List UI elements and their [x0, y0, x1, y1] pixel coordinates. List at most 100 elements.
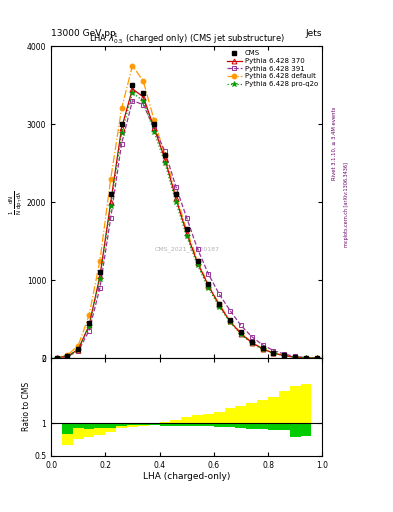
Pythia 6.428 default — [97, 258, 102, 264]
Legend: CMS, Pythia 6.428 370, Pythia 6.428 391, Pythia 6.428 default, Pythia 6.428 pro-: CMS, Pythia 6.428 370, Pythia 6.428 391,… — [224, 48, 321, 90]
Line: Pythia 6.428 391: Pythia 6.428 391 — [54, 98, 319, 360]
Bar — [235, 406, 246, 423]
Pythia 6.428 391 — [54, 355, 59, 361]
Bar — [62, 423, 73, 444]
Bar — [94, 423, 105, 435]
Pythia 6.428 391 — [97, 285, 102, 291]
Bar — [105, 423, 116, 428]
Pythia 6.428 370 — [271, 350, 276, 356]
Pythia 6.428 370 — [228, 318, 232, 325]
Pythia 6.428 pro-q2o — [314, 355, 319, 361]
Bar — [279, 391, 290, 423]
CMS — [97, 269, 102, 275]
Bar — [203, 414, 214, 423]
Pythia 6.428 370 — [304, 355, 309, 361]
Pythia 6.428 391 — [228, 308, 232, 314]
Pythia 6.428 370 — [152, 125, 156, 131]
Pythia 6.428 default — [152, 117, 156, 123]
Pythia 6.428 default — [76, 343, 81, 349]
Y-axis label: $\mathregular{\frac{1}{N}\,\frac{dN}{dp_T\,d\lambda}}$: $\mathregular{\frac{1}{N}\,\frac{dN}{dp_… — [7, 189, 24, 215]
Pythia 6.428 391 — [108, 215, 113, 221]
Bar — [105, 423, 116, 432]
Pythia 6.428 391 — [87, 328, 92, 334]
Bar — [84, 423, 94, 437]
Pythia 6.428 default — [173, 191, 178, 198]
Title: LHA $\lambda^1_{0.5}$ (charged only) (CMS jet substructure): LHA $\lambda^1_{0.5}$ (charged only) (CM… — [89, 31, 285, 46]
Bar — [181, 417, 192, 423]
Pythia 6.428 default — [108, 176, 113, 182]
CMS — [152, 121, 156, 127]
Pythia 6.428 370 — [173, 195, 178, 201]
Pythia 6.428 pro-q2o — [282, 353, 286, 359]
Bar — [116, 423, 127, 429]
Pythia 6.428 370 — [282, 353, 286, 359]
Pythia 6.428 391 — [76, 348, 81, 354]
Pythia 6.428 370 — [206, 283, 211, 289]
Pythia 6.428 391 — [195, 246, 200, 252]
Bar — [246, 423, 257, 429]
Text: CMS_2021_I1920187: CMS_2021_I1920187 — [154, 246, 219, 252]
Bar — [203, 423, 214, 426]
Pythia 6.428 pro-q2o — [239, 331, 243, 337]
Pythia 6.428 pro-q2o — [206, 285, 211, 291]
Pythia 6.428 pro-q2o — [228, 319, 232, 325]
Pythia 6.428 391 — [173, 183, 178, 189]
Pythia 6.428 391 — [239, 323, 243, 329]
Bar — [73, 423, 84, 439]
Pythia 6.428 370 — [195, 260, 200, 266]
Pythia 6.428 pro-q2o — [152, 129, 156, 135]
CMS — [217, 301, 222, 307]
Pythia 6.428 default — [250, 339, 254, 345]
Pythia 6.428 pro-q2o — [87, 323, 92, 329]
Bar — [127, 423, 138, 427]
Pythia 6.428 default — [119, 105, 124, 112]
Bar — [301, 423, 311, 436]
CMS — [76, 346, 81, 352]
Pythia 6.428 default — [141, 78, 146, 84]
Pythia 6.428 391 — [250, 334, 254, 340]
CMS — [65, 353, 70, 359]
Pythia 6.428 391 — [217, 291, 222, 297]
Bar — [268, 397, 279, 423]
Bar — [160, 422, 171, 423]
Pythia 6.428 370 — [87, 323, 92, 329]
Pythia 6.428 391 — [304, 354, 309, 360]
Bar — [138, 423, 149, 426]
Pythia 6.428 default — [54, 355, 59, 361]
Pythia 6.428 default — [217, 301, 222, 307]
Bar — [127, 423, 138, 425]
Pythia 6.428 pro-q2o — [65, 353, 70, 359]
Pythia 6.428 370 — [97, 273, 102, 280]
Pythia 6.428 pro-q2o — [97, 275, 102, 282]
Bar — [290, 386, 301, 423]
Bar — [225, 408, 235, 423]
Text: Jets: Jets — [306, 29, 322, 38]
CMS — [293, 354, 298, 360]
CMS — [250, 339, 254, 345]
Pythia 6.428 370 — [108, 199, 113, 205]
Bar — [116, 423, 127, 426]
Bar — [171, 423, 181, 426]
CMS — [141, 90, 146, 96]
Line: Pythia 6.428 370: Pythia 6.428 370 — [54, 87, 319, 360]
Pythia 6.428 pro-q2o — [163, 160, 167, 166]
CMS — [304, 355, 309, 361]
Pythia 6.428 default — [206, 282, 211, 288]
Pythia 6.428 default — [314, 355, 319, 361]
Line: CMS: CMS — [54, 83, 319, 360]
Pythia 6.428 default — [65, 352, 70, 358]
Bar — [160, 423, 171, 426]
Bar — [214, 423, 225, 427]
Pythia 6.428 391 — [119, 140, 124, 146]
Pythia 6.428 pro-q2o — [217, 304, 222, 310]
Pythia 6.428 370 — [260, 346, 265, 352]
Pythia 6.428 default — [260, 346, 265, 352]
Pythia 6.428 370 — [239, 331, 243, 337]
CMS — [282, 352, 286, 358]
Bar — [257, 400, 268, 423]
Pythia 6.428 370 — [250, 339, 254, 346]
Pythia 6.428 pro-q2o — [304, 355, 309, 361]
CMS — [108, 191, 113, 198]
CMS — [206, 281, 211, 287]
CMS — [271, 350, 276, 356]
